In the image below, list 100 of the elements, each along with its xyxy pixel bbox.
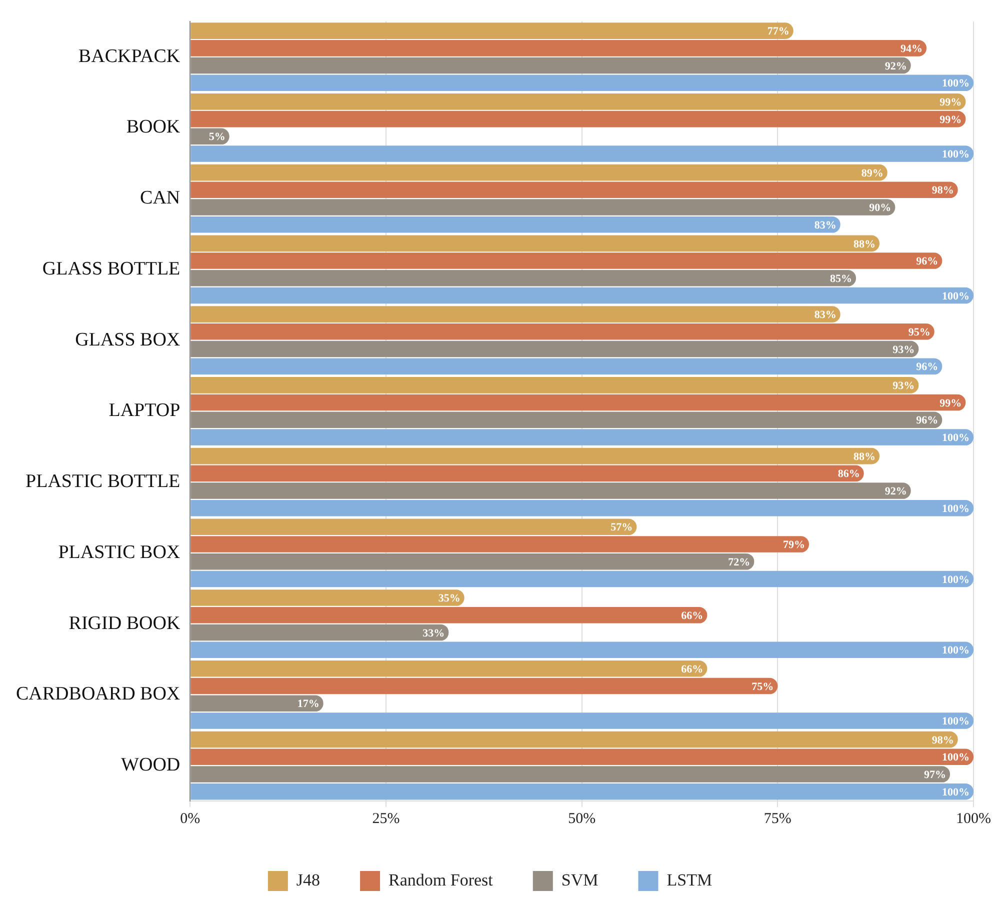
bar <box>190 660 708 677</box>
data-label: 93% <box>892 344 915 356</box>
x-tick-label: 50% <box>568 810 596 827</box>
bar <box>190 306 840 322</box>
y-tick-label: PLASTIC BOTTLE <box>26 471 180 492</box>
bar <box>190 465 864 482</box>
data-label: 100% <box>942 644 970 657</box>
data-label: 99% <box>940 96 962 109</box>
bar <box>190 429 974 446</box>
bar <box>190 553 754 570</box>
data-label: 85% <box>830 272 852 285</box>
data-label: 88% <box>854 450 876 463</box>
bar <box>190 252 942 269</box>
y-tick-label: BOOK <box>126 116 180 138</box>
bar <box>190 146 974 162</box>
data-label: 92% <box>884 486 907 498</box>
data-label: 96% <box>916 256 938 268</box>
data-label: 88% <box>854 238 876 250</box>
bar <box>190 766 950 782</box>
data-label: 90% <box>869 202 892 214</box>
data-label: 96% <box>916 361 938 374</box>
y-tick-label: CARDBOARD BOX <box>16 684 180 705</box>
bar <box>190 164 888 181</box>
bar <box>190 712 974 729</box>
y-tick-label: PLASTIC BOX <box>58 542 180 563</box>
data-label: 33% <box>422 627 445 640</box>
data-label: 98% <box>932 734 954 746</box>
data-label: 83% <box>814 309 836 322</box>
legend-label: SVM <box>561 870 598 890</box>
bar <box>190 270 856 286</box>
y-tick-label: RIGID BOOK <box>68 612 180 634</box>
data-label: 83% <box>814 219 836 232</box>
data-label: 95% <box>908 326 930 338</box>
y-tick-label: WOOD <box>121 754 180 776</box>
bar <box>190 678 778 694</box>
bar <box>190 500 974 516</box>
bar <box>190 287 974 304</box>
bar <box>190 695 324 712</box>
bar <box>190 340 919 358</box>
y-tick-label: CAN <box>140 188 180 209</box>
x-tick-label: 0% <box>180 810 200 827</box>
bar <box>190 235 880 252</box>
data-label: 100% <box>942 432 970 444</box>
bar <box>190 128 230 145</box>
y-tick-label: BACKPACK <box>78 46 180 67</box>
data-label: 100% <box>942 78 970 90</box>
bar <box>190 590 464 606</box>
data-label: 96% <box>916 414 938 427</box>
bar <box>190 94 966 110</box>
bar <box>190 731 958 748</box>
bar <box>190 624 449 641</box>
data-label: 99% <box>940 114 962 126</box>
data-label: 100% <box>942 574 970 586</box>
bar <box>190 748 974 766</box>
bar <box>190 40 926 56</box>
data-label: 100% <box>942 148 970 161</box>
bar <box>190 22 794 39</box>
x-tick-label: 25% <box>372 810 400 827</box>
data-label: 94% <box>900 43 922 55</box>
bar <box>190 182 958 198</box>
data-label: 100% <box>942 716 970 728</box>
data-label: 66% <box>681 663 704 676</box>
bar <box>190 74 974 92</box>
bar <box>190 570 974 588</box>
data-label: 75% <box>752 680 774 693</box>
data-label: 79% <box>783 539 805 552</box>
legend-label: J48 <box>296 870 320 890</box>
data-label: 72% <box>728 556 750 568</box>
y-tick-label: GLASS BOTTLE <box>42 258 180 280</box>
bar <box>190 448 880 464</box>
data-label: 100% <box>942 502 970 515</box>
x-tick-label: 75% <box>764 810 792 827</box>
legend-label: Random Forest <box>388 870 494 890</box>
bar <box>190 216 840 233</box>
bar <box>190 358 942 375</box>
bar <box>190 323 934 340</box>
data-label: 17% <box>297 698 320 710</box>
bar <box>190 518 637 536</box>
bar <box>190 536 809 552</box>
bar <box>190 482 911 499</box>
bar <box>190 57 911 74</box>
x-tick-label: 100% <box>956 810 991 827</box>
bar <box>190 376 919 394</box>
data-label: 86% <box>838 468 860 480</box>
data-label: 5% <box>208 131 226 144</box>
y-tick-label: LAPTOP <box>108 400 180 422</box>
data-label: 99% <box>940 397 962 410</box>
data-label: 100% <box>942 752 970 764</box>
data-label: 35% <box>438 592 460 605</box>
data-label: 100% <box>942 786 970 798</box>
data-label: 77% <box>767 26 790 38</box>
data-label: 57% <box>610 522 633 534</box>
bar <box>190 110 966 128</box>
data-label: 93% <box>892 380 915 392</box>
bar <box>190 394 966 411</box>
bar <box>190 199 896 216</box>
bar <box>190 642 974 658</box>
data-label: 92% <box>884 60 907 72</box>
data-label: 89% <box>861 167 884 180</box>
data-label: 66% <box>681 610 704 622</box>
